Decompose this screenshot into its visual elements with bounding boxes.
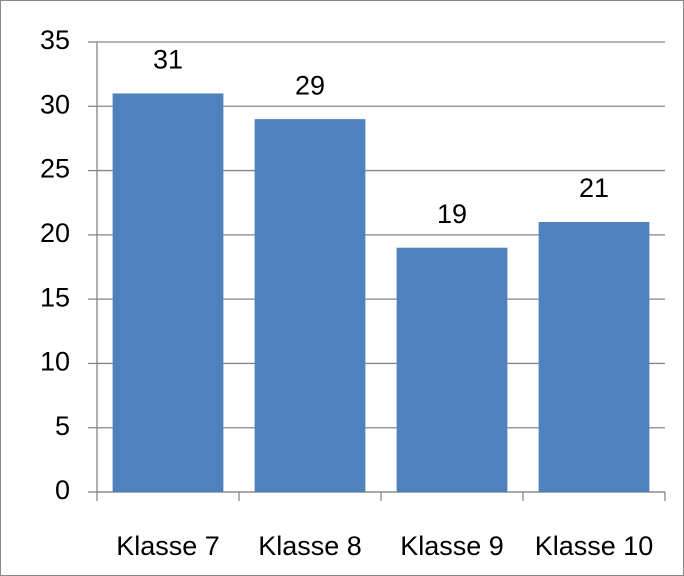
bar (112, 93, 224, 492)
data-label: 29 (295, 70, 325, 100)
x-tick-label: Klasse 7 (116, 531, 220, 561)
y-tick-label: 30 (40, 89, 70, 119)
x-tick-label: Klasse 9 (400, 531, 504, 561)
x-tick-label: Klasse 8 (258, 531, 362, 561)
data-label: 31 (153, 45, 183, 75)
y-tick-label: 15 (40, 282, 70, 312)
x-tick-label: Klasse 10 (535, 531, 654, 561)
bar (538, 222, 650, 492)
y-tick-label: 0 (55, 475, 70, 505)
data-label: 19 (437, 199, 467, 229)
bar (254, 119, 366, 493)
bar (396, 247, 508, 492)
data-label: 21 (579, 173, 609, 203)
y-tick-label: 5 (55, 411, 70, 441)
y-tick-label: 25 (40, 154, 70, 184)
y-tick-label: 20 (40, 218, 70, 248)
y-tick-label: 10 (40, 347, 70, 377)
y-tick-label: 35 (40, 25, 70, 55)
